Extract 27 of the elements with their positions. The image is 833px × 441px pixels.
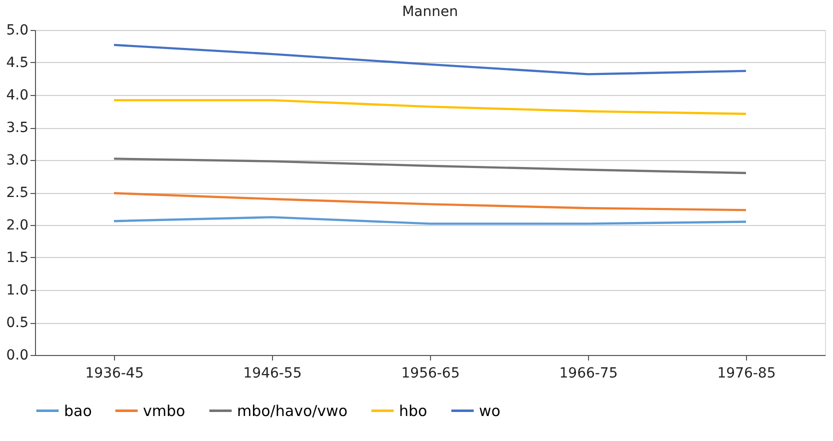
legend-label: bao: [64, 402, 92, 420]
line-series: [112, 192, 748, 212]
x-tick-label: 1946-55: [243, 366, 302, 382]
x-tick-label: 1956-65: [401, 366, 460, 382]
y-tick-label: 1.0: [6, 282, 28, 298]
legend-label: hbo: [399, 402, 428, 420]
y-tick-label: 2.5: [6, 185, 28, 201]
legend-label: mbo/havo/vwo: [237, 402, 348, 420]
line-series: [112, 99, 748, 115]
line-series: [112, 158, 748, 174]
y-tick-label: 3.0: [6, 152, 28, 168]
legend-label: wo: [479, 402, 500, 420]
y-tick-label: 3.5: [6, 120, 28, 136]
y-tick-label: 2.0: [6, 218, 28, 234]
y-tick-label: 4.5: [6, 55, 28, 71]
x-tick-label: 1936-45: [85, 366, 144, 382]
legend-label: vmbo: [143, 402, 186, 420]
y-tick-label: 0.5: [6, 315, 28, 331]
x-tick-label: 1966-75: [559, 366, 618, 382]
line-series: [112, 44, 748, 76]
y-tick-label: 0.0: [6, 348, 28, 364]
line-series: [112, 216, 748, 225]
chart-title: Mannen: [402, 4, 458, 20]
y-tick-label: 1.5: [6, 250, 28, 266]
y-tick-label: 4.0: [6, 88, 28, 104]
x-tick-label: 1976-85: [717, 366, 776, 382]
y-tick-label: 5.0: [6, 22, 28, 38]
